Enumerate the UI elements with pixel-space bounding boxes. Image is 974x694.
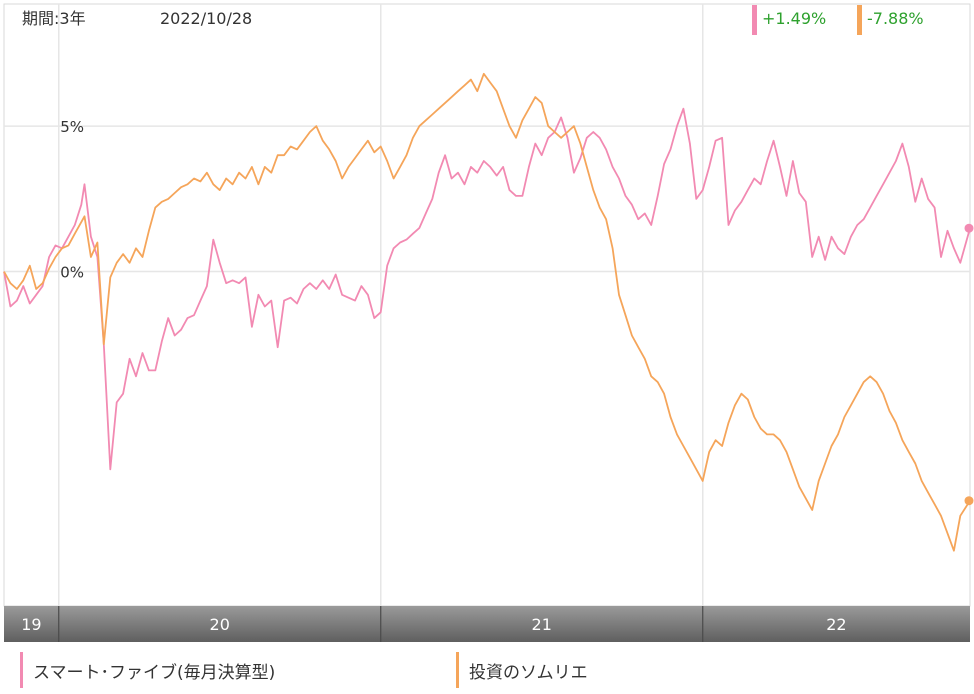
legend-swatch-orange [456, 652, 459, 688]
series-group [3, 72, 974, 552]
grid [4, 4, 970, 606]
x-tick-label: 22 [826, 615, 846, 634]
x-axis: 19 20 21 22 [21, 606, 847, 642]
y-axis: 0% 5% [60, 118, 84, 281]
x-tick-label: 20 [210, 615, 230, 634]
period-label: 期間:3年 [22, 9, 86, 28]
series-line-1 [3, 72, 971, 552]
legend-item-smart-five: スマート･ファイブ(毎月決算型) [20, 652, 275, 688]
x-tick-label: 19 [21, 615, 41, 634]
series-end-marker-0 [964, 223, 974, 233]
badge-orange-value: -7.88% [867, 9, 924, 28]
date-label: 2022/10/28 [160, 9, 252, 28]
badge-orange-marker [857, 5, 862, 35]
legend-label: 投資のソムリエ [469, 662, 588, 683]
plot-area [3, 3, 971, 607]
legend-swatch-pink [20, 652, 23, 688]
badge-pink-value: +1.49% [762, 9, 826, 28]
y-tick-label: 0% [60, 264, 84, 282]
badge-pink-marker [752, 5, 757, 35]
x-tick-label: 21 [532, 615, 552, 634]
series-end-marker-1 [964, 496, 974, 506]
legend-label: スマート･ファイブ(毎月決算型) [33, 662, 276, 683]
y-tick-label: 5% [60, 118, 84, 136]
series-line-0 [3, 107, 971, 471]
x-axis-bar [4, 606, 970, 642]
legend-item-sommelier: 投資のソムリエ [456, 652, 588, 688]
